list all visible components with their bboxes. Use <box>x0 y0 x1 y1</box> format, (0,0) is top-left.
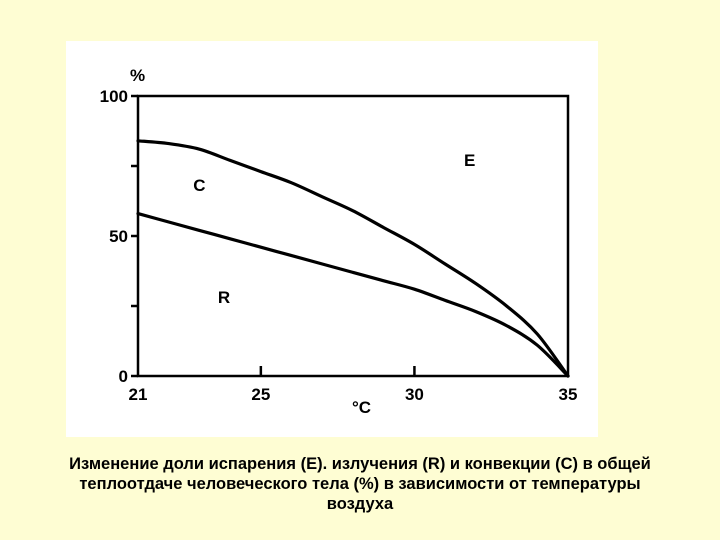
x-unit-label: °C <box>352 398 371 417</box>
x-tick-label: 30 <box>405 385 424 404</box>
boundary-line-upper <box>136 139 570 378</box>
plot-frame <box>136 94 570 378</box>
boundary-line-lower <box>136 212 570 378</box>
x-tick-label: 21 <box>129 385 148 404</box>
y-tick-label: 0 <box>119 367 128 386</box>
x-tick-label: 35 <box>559 385 578 404</box>
x-tick-label: 25 <box>251 385 270 404</box>
caption-line-1: Изменение доли испарения (E). излучения … <box>69 455 651 473</box>
chart-lines <box>136 139 570 378</box>
y-tick-label: 50 <box>109 227 128 246</box>
region-label-r: R <box>218 288 230 307</box>
region-label-c: C <box>193 176 205 195</box>
y-unit-label: % <box>130 66 145 85</box>
caption-line-3: воздуха <box>326 495 394 513</box>
caption-line-2: теплоотдаче человеческого тела (%) в зав… <box>79 475 641 493</box>
region-labels: E C R <box>193 151 475 307</box>
heat-loss-chart: 0 50 100 21 25 30 35 E C R % °C <box>100 66 578 417</box>
y-tick-label: 100 <box>100 87 128 106</box>
region-label-e: E <box>464 151 475 170</box>
figure-caption: Изменение доли испарения (E). излучения … <box>20 454 700 514</box>
axis-ticks: 0 50 100 21 25 30 35 <box>100 87 578 404</box>
chart-figure: 0 50 100 21 25 30 35 E C R % °C <box>66 41 598 437</box>
